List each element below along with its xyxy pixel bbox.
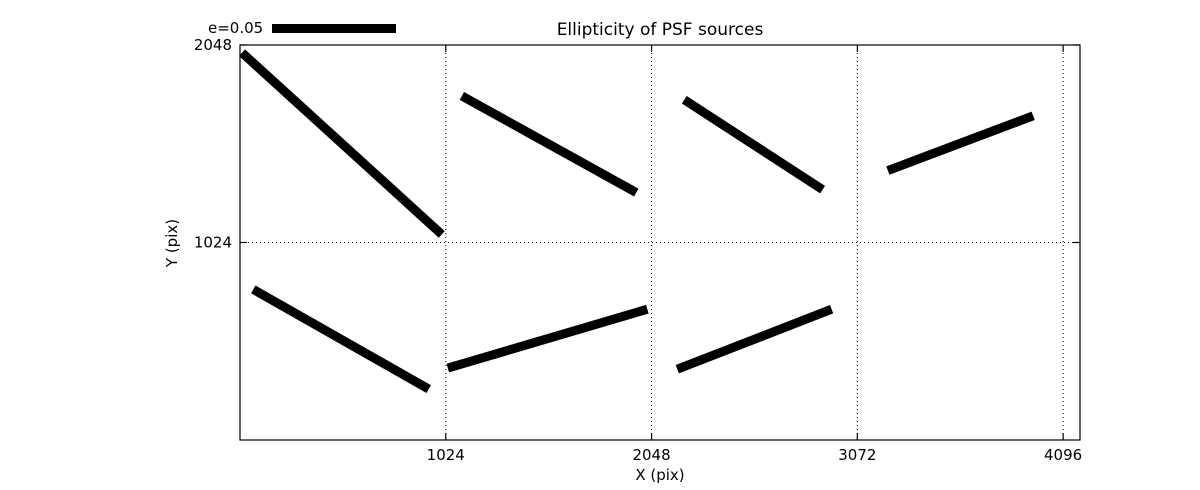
legend-bar-sample <box>272 23 397 33</box>
ellipticity-whisker <box>446 304 649 373</box>
chart-title: Ellipticity of PSF sources <box>556 20 764 40</box>
y-tick-label: 2048 <box>194 36 232 54</box>
ellipticity-whisker <box>238 49 445 238</box>
x-tick-label: 3072 <box>838 446 876 464</box>
ellipticity-whisker <box>675 305 834 374</box>
y-tick-label: 1024 <box>194 234 232 252</box>
x-tick-label: 1024 <box>427 446 465 464</box>
legend-label: e=0.05 <box>208 19 264 37</box>
x-tick-label: 4096 <box>1044 446 1082 464</box>
legend: e=0.05 <box>208 19 397 37</box>
ellipticity-whisker <box>459 91 639 197</box>
ellipticity-whisker <box>681 96 826 194</box>
y-axis-label: Y (pix) <box>163 218 181 268</box>
ellipticity-whisker <box>886 111 1035 175</box>
x-tick-label: 2048 <box>632 446 670 464</box>
x-axis-label: X (pix) <box>635 466 685 484</box>
ellipticity-whisker <box>251 285 431 393</box>
